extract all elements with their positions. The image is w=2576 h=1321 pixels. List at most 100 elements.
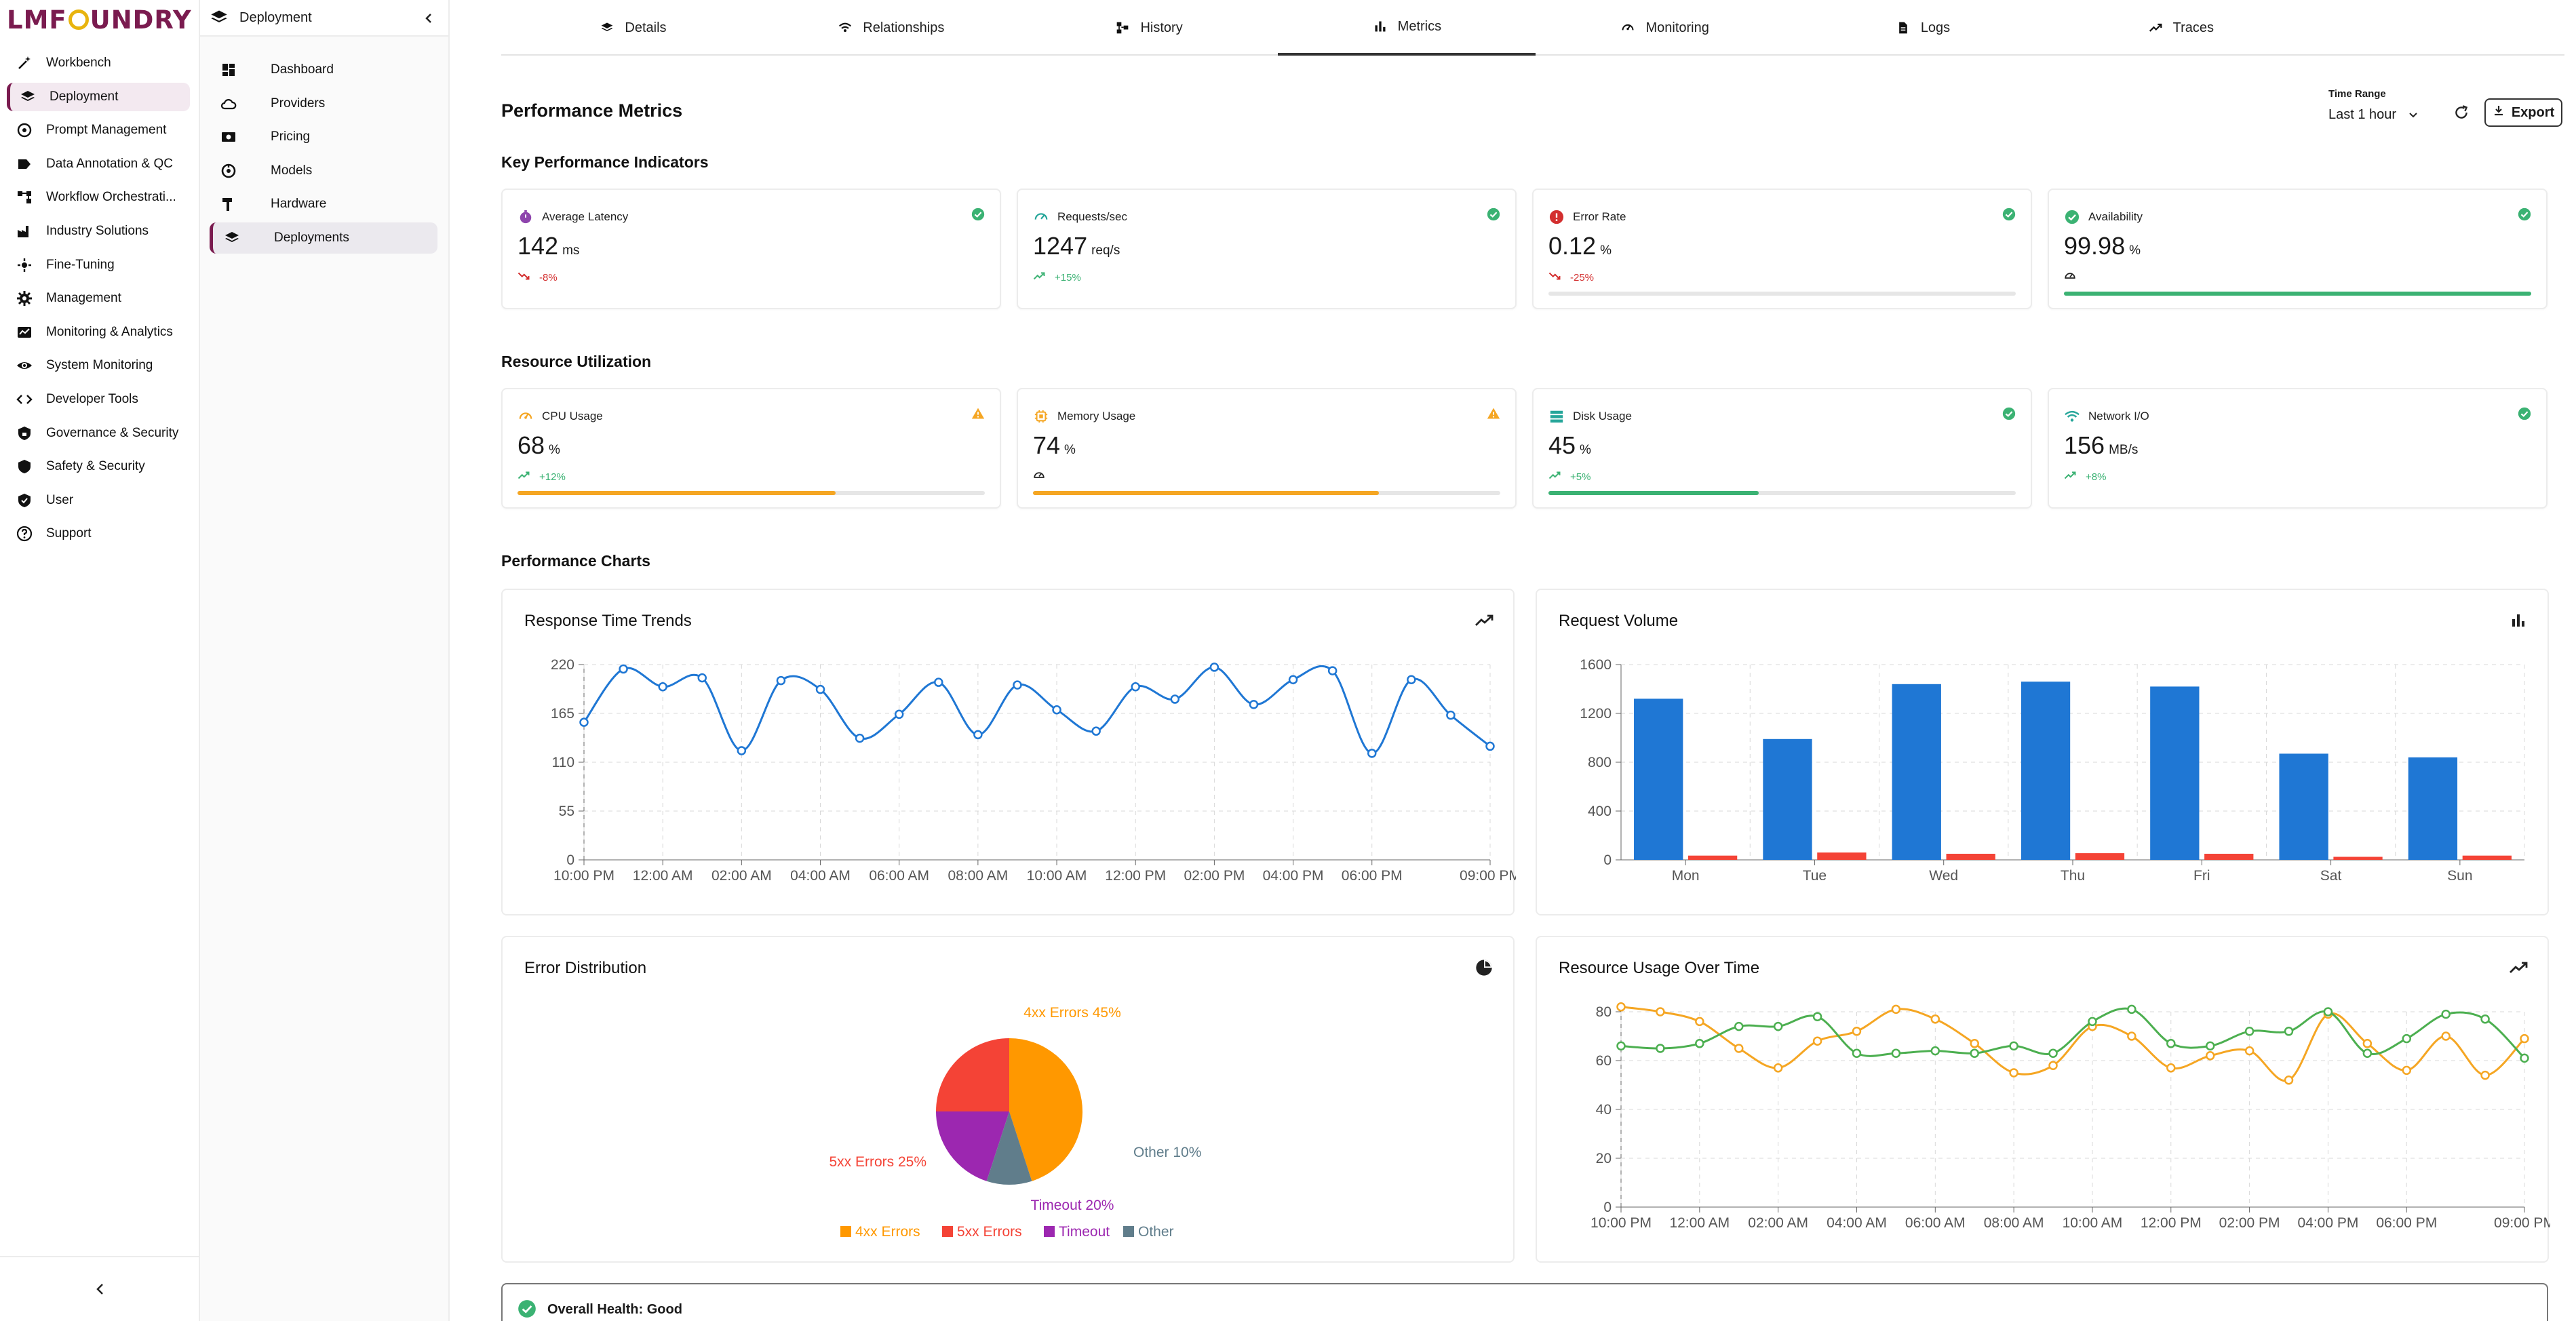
data-point[interactable] [2205, 1051, 2215, 1061]
data-point[interactable] [2520, 1033, 2529, 1044]
data-point[interactable] [1249, 700, 1259, 709]
data-point[interactable] [2362, 1048, 2373, 1058]
nav-item-workflow-orchestrati[interactable]: Workflow Orchestrati... [7, 183, 190, 212]
data-point[interactable] [1773, 1063, 1783, 1073]
data-point[interactable] [2244, 1046, 2255, 1056]
data-point[interactable] [1734, 1021, 1744, 1031]
data-point[interactable] [2520, 1053, 2529, 1063]
data-point[interactable] [2048, 1048, 2058, 1058]
subnav-item-models[interactable]: Models [210, 155, 437, 186]
tab-traces[interactable]: Traces [2052, 0, 2309, 56]
bar[interactable] [1634, 698, 1683, 860]
subnav-item-dashboard[interactable]: Dashboard [210, 54, 437, 85]
data-point[interactable] [2362, 1039, 2373, 1048]
nav-item-industry-solutions[interactable]: Industry Solutions [7, 217, 190, 245]
pie-slice[interactable] [936, 1111, 1009, 1181]
tab-logs[interactable]: Logs [1794, 0, 2052, 56]
nav-item-workbench[interactable]: Workbench [7, 49, 190, 77]
data-point[interactable] [2441, 1031, 2451, 1041]
data-point[interactable] [1773, 1021, 1783, 1031]
data-point[interactable] [1970, 1039, 1979, 1048]
tab-relationships[interactable]: Relationships [762, 0, 1019, 56]
nav-item-deployment[interactable]: Deployment [7, 82, 190, 111]
nav-item-monitoring-analytics[interactable]: Monitoring & Analytics [7, 318, 190, 347]
nav-item-fine-tuning[interactable]: Fine-Tuning [7, 251, 190, 279]
data-point[interactable] [2480, 1070, 2490, 1080]
trend-icon[interactable] [1474, 610, 1494, 631]
data-point[interactable] [894, 709, 904, 719]
data-point[interactable] [1852, 1027, 1862, 1036]
nav-item-system-monitoring[interactable]: System Monitoring [7, 351, 190, 380]
nav-item-data-annotation-qc[interactable]: Data Annotation & QC [7, 150, 190, 178]
data-point[interactable] [1812, 1012, 1822, 1021]
data-point[interactable] [1852, 1048, 1862, 1058]
data-point[interactable] [2205, 1041, 2215, 1051]
pie-icon[interactable] [1474, 958, 1494, 978]
data-point[interactable] [815, 684, 825, 694]
data-point[interactable] [2166, 1063, 2176, 1073]
data-point[interactable] [1052, 705, 1061, 715]
data-point[interactable] [1812, 1036, 1822, 1046]
data-point[interactable] [1091, 726, 1101, 736]
trend-icon[interactable] [2508, 958, 2529, 978]
bar[interactable] [2021, 682, 2071, 860]
data-point[interactable] [1485, 741, 1495, 751]
data-point[interactable] [2402, 1065, 2412, 1076]
data-point[interactable] [2127, 1004, 2136, 1014]
data-point[interactable] [579, 717, 589, 727]
collapse-sidebar-button[interactable] [84, 1273, 117, 1305]
data-point[interactable] [973, 730, 983, 740]
data-point[interactable] [1170, 694, 1180, 704]
bar-chart-icon[interactable] [2508, 610, 2529, 631]
data-point[interactable] [1930, 1046, 1940, 1056]
time-range-select[interactable]: Last 1 hour [2327, 102, 2436, 127]
data-point[interactable] [737, 746, 747, 755]
data-point[interactable] [2323, 1007, 2333, 1017]
refresh-button[interactable] [2448, 99, 2475, 126]
data-point[interactable] [1367, 749, 1377, 758]
data-point[interactable] [1695, 1017, 1704, 1027]
data-point[interactable] [1131, 682, 1140, 692]
data-point[interactable] [1013, 680, 1022, 690]
data-point[interactable] [934, 677, 943, 687]
bar[interactable] [2204, 854, 2254, 860]
tab-details[interactable]: Details [504, 0, 762, 56]
data-point[interactable] [2480, 1014, 2490, 1024]
nav-item-prompt-management[interactable]: Prompt Management [7, 116, 190, 144]
data-point[interactable] [2009, 1068, 2018, 1078]
data-point[interactable] [658, 682, 667, 692]
bar[interactable] [2150, 686, 2200, 860]
data-point[interactable] [2284, 1027, 2294, 1036]
nav-item-developer-tools[interactable]: Developer Tools [7, 385, 190, 414]
data-point[interactable] [697, 673, 707, 683]
data-point[interactable] [2402, 1033, 2412, 1044]
data-point[interactable] [855, 733, 865, 743]
tab-monitoring[interactable]: Monitoring [1536, 0, 1793, 56]
data-point[interactable] [1616, 1041, 1626, 1051]
data-point[interactable] [2048, 1061, 2058, 1070]
bar[interactable] [2333, 856, 2383, 861]
data-point[interactable] [2127, 1031, 2136, 1041]
data-point[interactable] [619, 664, 628, 674]
bar[interactable] [1763, 738, 1812, 860]
data-point[interactable] [2284, 1076, 2294, 1085]
tab-history[interactable]: History [1020, 0, 1278, 56]
nav-item-management[interactable]: Management [7, 284, 190, 313]
data-point[interactable] [1327, 666, 1338, 675]
bar[interactable] [2408, 757, 2458, 860]
pie-slice[interactable] [1009, 1038, 1082, 1181]
bar[interactable] [1946, 854, 1995, 860]
nav-item-user[interactable]: User [7, 486, 190, 515]
bar[interactable] [1817, 852, 1867, 860]
data-point[interactable] [2441, 1009, 2451, 1019]
nav-item-governance-security[interactable]: Governance & Security [7, 419, 190, 448]
data-point[interactable] [1970, 1048, 1979, 1058]
bar[interactable] [2279, 753, 2328, 860]
subnav-item-providers[interactable]: Providers [210, 88, 437, 119]
data-point[interactable] [1616, 1002, 1626, 1012]
data-point[interactable] [1891, 1048, 1901, 1058]
collapse-subnav-button[interactable] [418, 8, 439, 28]
bar[interactable] [2462, 855, 2512, 860]
data-point[interactable] [1407, 675, 1416, 685]
subnav-item-deployments[interactable]: Deployments [210, 222, 437, 254]
